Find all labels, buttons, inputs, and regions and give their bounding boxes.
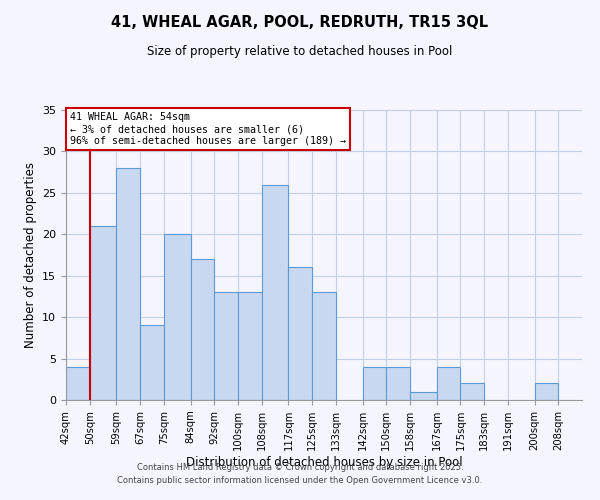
Bar bbox=[140, 326, 164, 400]
Y-axis label: Number of detached properties: Number of detached properties bbox=[23, 162, 37, 348]
Text: Contains HM Land Registry data © Crown copyright and database right 2025.
Contai: Contains HM Land Registry data © Crown c… bbox=[118, 464, 482, 485]
Bar bbox=[191, 259, 214, 400]
Text: 41 WHEAL AGAR: 54sqm
← 3% of detached houses are smaller (6)
96% of semi-detache: 41 WHEAL AGAR: 54sqm ← 3% of detached ho… bbox=[70, 112, 346, 146]
Bar bbox=[164, 234, 191, 400]
X-axis label: Distribution of detached houses by size in Pool: Distribution of detached houses by size … bbox=[185, 456, 463, 468]
Text: 41, WHEAL AGAR, POOL, REDRUTH, TR15 3QL: 41, WHEAL AGAR, POOL, REDRUTH, TR15 3QL bbox=[112, 15, 488, 30]
Bar bbox=[214, 292, 238, 400]
Bar bbox=[312, 292, 336, 400]
Bar bbox=[116, 168, 140, 400]
Bar bbox=[460, 384, 484, 400]
Bar bbox=[90, 226, 116, 400]
Bar bbox=[238, 292, 262, 400]
Bar bbox=[386, 367, 410, 400]
Bar bbox=[535, 384, 558, 400]
Text: Size of property relative to detached houses in Pool: Size of property relative to detached ho… bbox=[148, 45, 452, 58]
Bar bbox=[262, 184, 289, 400]
Bar bbox=[66, 367, 90, 400]
Bar bbox=[410, 392, 437, 400]
Bar bbox=[437, 367, 460, 400]
Bar bbox=[362, 367, 386, 400]
Bar bbox=[289, 268, 312, 400]
